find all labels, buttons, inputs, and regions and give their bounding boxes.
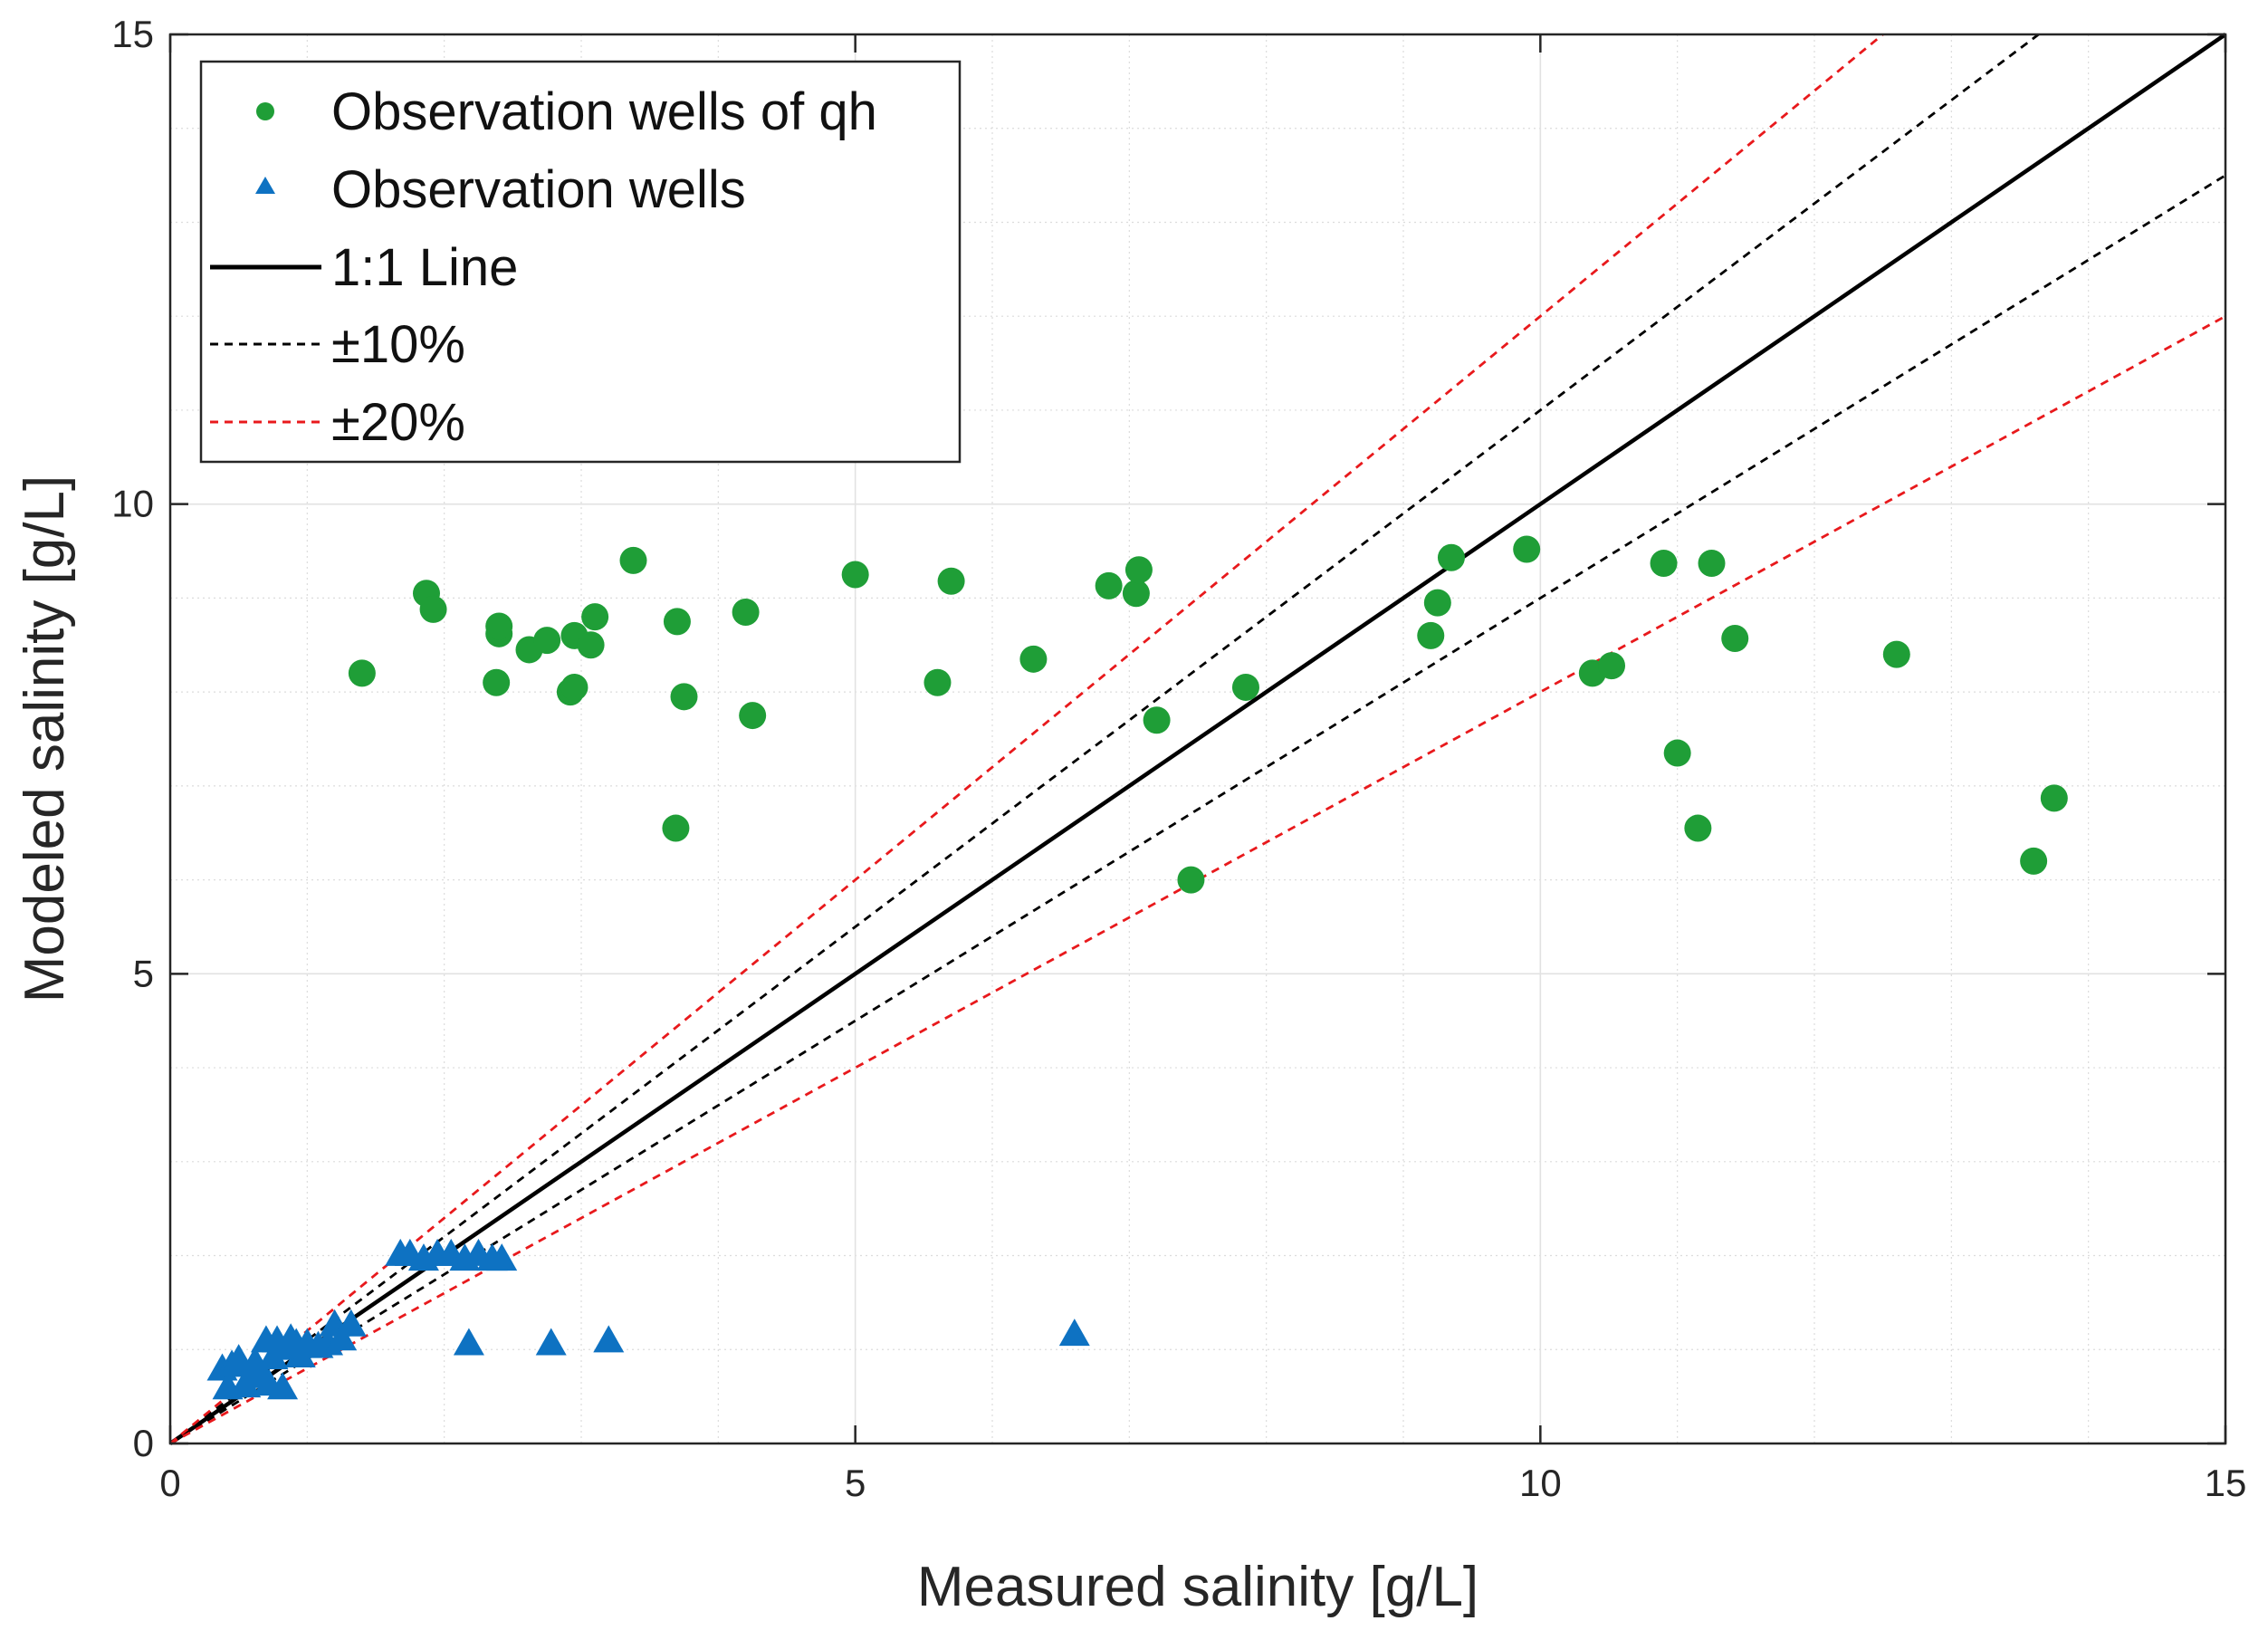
point-observation-wells-qh bbox=[1698, 550, 1726, 578]
point-observation-wells-qh bbox=[581, 603, 609, 631]
point-observation-wells-qh bbox=[1122, 580, 1150, 608]
point-observation-wells bbox=[535, 1328, 567, 1356]
point-observation-wells-qh bbox=[485, 612, 513, 640]
point-observation-wells-qh bbox=[1019, 645, 1048, 673]
point-observation-wells-qh bbox=[739, 702, 767, 730]
point-observation-wells-qh bbox=[483, 668, 511, 696]
point-observation-wells bbox=[1058, 1319, 1090, 1347]
point-observation-wells-qh bbox=[1231, 673, 1259, 701]
point-observation-wells bbox=[486, 1243, 518, 1271]
y-tick-label: 15 bbox=[111, 13, 154, 55]
point-observation-wells-qh bbox=[670, 683, 698, 711]
point-observation-wells-qh bbox=[1513, 535, 1541, 563]
point-observation-wells-qh bbox=[419, 595, 447, 623]
y-tick-label: 0 bbox=[133, 1422, 154, 1464]
point-observation-wells-qh bbox=[663, 608, 691, 636]
legend-label-observation-wells: Observation wells bbox=[331, 160, 746, 219]
point-observation-wells-qh bbox=[1598, 652, 1626, 680]
point-observation-wells-qh bbox=[732, 598, 760, 626]
point-observation-wells-qh bbox=[1143, 706, 1171, 734]
point-observation-wells-qh bbox=[1417, 621, 1445, 649]
point-observation-wells bbox=[453, 1328, 484, 1356]
point-observation-wells bbox=[257, 1342, 289, 1370]
y-tick-label: 10 bbox=[111, 483, 154, 525]
point-observation-wells-qh bbox=[619, 546, 647, 574]
axes-box bbox=[168, 33, 2227, 1445]
legend: Observation wells of qh Observation well… bbox=[199, 60, 962, 464]
point-observation-wells bbox=[326, 1323, 358, 1351]
point-observation-wells-qh bbox=[1663, 739, 1691, 767]
x-tick-label: 0 bbox=[159, 1462, 180, 1504]
x-tick-label: 15 bbox=[2205, 1462, 2247, 1504]
plus-minus-10-line bbox=[169, 174, 2226, 1445]
point-observation-wells-qh bbox=[1684, 814, 1712, 842]
point-observation-wells bbox=[593, 1325, 625, 1353]
point-observation-wells-qh bbox=[1124, 556, 1153, 584]
legend-label-plus-minus-20: ±20% bbox=[331, 393, 465, 452]
point-observation-wells-qh bbox=[923, 668, 952, 696]
y-tick-label: 5 bbox=[133, 952, 154, 994]
point-observation-wells-qh bbox=[577, 631, 605, 659]
minor-grid bbox=[170, 34, 2225, 1443]
point-observation-wells bbox=[335, 1309, 367, 1337]
point-observation-wells-qh bbox=[1882, 640, 1910, 668]
point-observation-wells-qh bbox=[1650, 550, 1678, 578]
x-tick-label: 5 bbox=[845, 1462, 866, 1504]
legend-label-plus-minus-10: ±10% bbox=[331, 315, 465, 374]
point-observation-wells-qh bbox=[533, 627, 561, 655]
y-axis-label: Modeled salinity [g/L] bbox=[14, 475, 76, 1002]
legend-marker-circle bbox=[256, 102, 274, 120]
point-observation-wells-qh bbox=[1095, 571, 1123, 599]
legend-box bbox=[199, 60, 962, 464]
legend-marker-triangle bbox=[255, 177, 275, 194]
axis-ticks bbox=[168, 33, 2227, 1445]
point-observation-wells-qh bbox=[1437, 543, 1465, 571]
point-observation-wells-qh bbox=[2020, 847, 2048, 875]
reference-lines bbox=[168, 33, 2227, 1445]
point-observation-wells-qh bbox=[2040, 784, 2068, 812]
data-points bbox=[206, 535, 2068, 1400]
x-axis-label: Measured salinity [g/L] bbox=[917, 1556, 1479, 1618]
point-observation-wells-qh bbox=[937, 567, 965, 595]
one-to-one-line bbox=[168, 33, 2227, 1445]
x-tick-label: 10 bbox=[1519, 1462, 1562, 1504]
point-observation-wells bbox=[267, 1372, 299, 1400]
point-observation-wells-qh bbox=[1423, 589, 1451, 617]
point-observation-wells-qh bbox=[560, 673, 589, 701]
legend-label-observation-wells-qh: Observation wells of qh bbox=[331, 82, 877, 141]
point-observation-wells-qh bbox=[1177, 866, 1205, 894]
point-observation-wells-qh bbox=[348, 659, 376, 687]
point-observation-wells-qh bbox=[662, 814, 690, 842]
point-observation-wells-qh bbox=[841, 561, 869, 589]
plus-minus-20-line bbox=[169, 33, 1884, 1445]
legend-label-one-to-one-line: 1:1 Line bbox=[331, 238, 518, 297]
point-observation-wells-qh bbox=[1721, 625, 1749, 653]
tick-labels: 0 5 10 15 0 5 10 15 bbox=[111, 13, 2246, 1504]
